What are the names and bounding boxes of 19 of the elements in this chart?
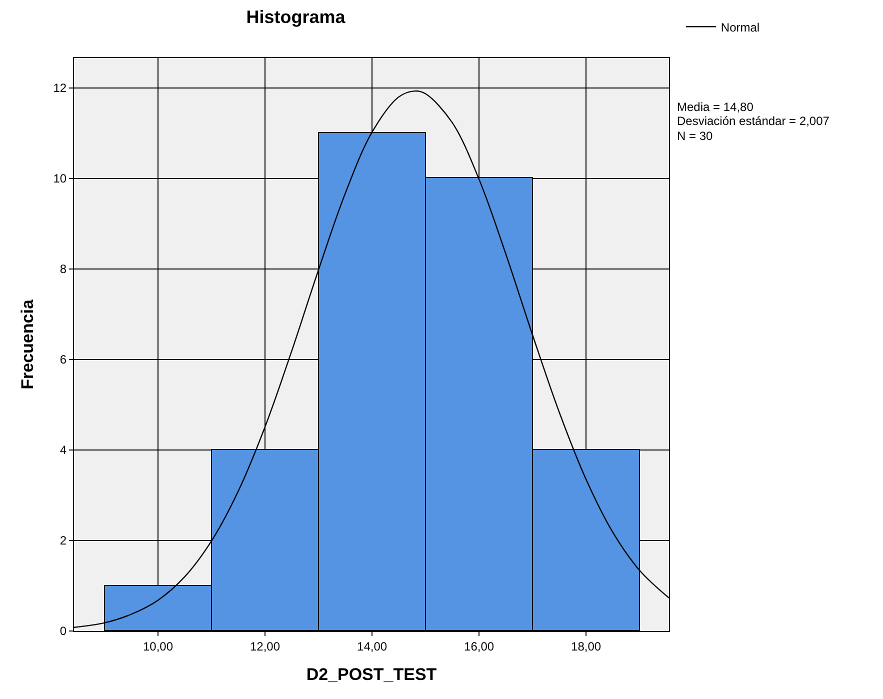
text: Desviación estándar = 2,007 (677, 114, 830, 128)
x-tick-label: 18,00 (571, 639, 602, 654)
chart-title: Histograma (246, 7, 346, 28)
y-tick-label: 10 (53, 172, 67, 186)
y-tick-label: 12 (53, 81, 67, 96)
x-tick-label: 14,00 (357, 639, 388, 654)
y-tick-label: 6 (60, 352, 67, 367)
legend-label: Normal (720, 20, 760, 34)
y-tick-label: 2 (60, 534, 67, 548)
x-tick-label: 16,00 (464, 639, 494, 654)
y-axis-title: Frecuencia (18, 299, 37, 390)
y-tick-label: 0 (60, 624, 67, 638)
text: Media = 14,80 (677, 100, 754, 114)
x-tick-label: 12,00 (250, 639, 280, 654)
text: N = 30 (677, 129, 714, 143)
y-tick-label: 8 (60, 262, 67, 276)
x-axis-title: D2_POST_TEST (306, 664, 438, 684)
y-tick-label: 4 (60, 443, 67, 458)
x-tick-label: 10,00 (142, 639, 174, 654)
